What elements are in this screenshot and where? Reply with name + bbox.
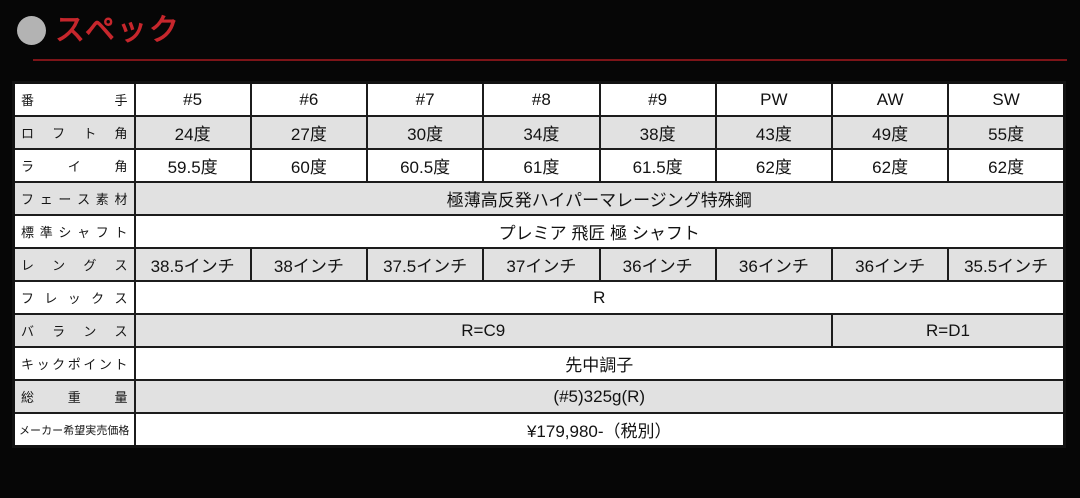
spec-cell: 61度 — [482, 148, 601, 183]
spec-cell: 37.5インチ — [365, 247, 485, 282]
spec-cell: PW — [714, 81, 834, 117]
spec-cell: 36インチ — [714, 247, 834, 282]
spec-row-total-weight: 総重量 (#5)325g(R) — [12, 379, 1066, 414]
spec-row-club-number: 番手 #5 #6 #7 #8 #9 PW AW SW — [12, 81, 1066, 117]
spec-cell: 49度 — [830, 115, 950, 150]
spec-cell: 38.5インチ — [133, 247, 252, 282]
spec-row-retail-price: メーカー希望実売価格 ¥179,980-（税別） — [12, 412, 1066, 448]
row-label-face-material: フェース素材 — [12, 181, 136, 216]
bullet-circle-icon — [17, 15, 46, 45]
section-header: スペック — [0, 0, 1080, 46]
spec-row-standard-shaft: 標準シャフト プレミア 飛匠 極 シャフト — [12, 214, 1066, 249]
row-label-flex: フレックス — [12, 280, 136, 315]
spec-row-face-material: フェース素材 極薄高反発ハイパーマレージング特殊鋼 — [12, 181, 1066, 216]
spec-cell: 36インチ — [598, 247, 717, 282]
header-divider — [33, 59, 1067, 61]
spec-cell-face-material: 極薄高反発ハイパーマレージング特殊鋼 — [133, 181, 1066, 216]
spec-row-kick-point: キックポイント 先中調子 — [12, 346, 1066, 381]
spec-cell: 60.5度 — [365, 148, 485, 183]
row-label-loft-angle: ロフト角 — [12, 115, 136, 150]
spec-cell-balance-main: R=C9 — [133, 313, 833, 348]
spec-cell: 38インチ — [249, 247, 369, 282]
spec-table: 番手 #5 #6 #7 #8 #9 PW AW SW ロフト角 24度 27度 … — [12, 81, 1066, 448]
spec-cell-balance-aw-sw: R=D1 — [831, 313, 1066, 348]
spec-cell: 62度 — [714, 148, 834, 183]
row-label-retail-price: メーカー希望実売価格 — [12, 412, 136, 448]
spec-cell: #8 — [482, 81, 601, 117]
spec-cell: #5 — [133, 81, 252, 117]
row-label-lie-angle: ライ角 — [12, 148, 136, 183]
spec-cell: 27度 — [249, 115, 369, 150]
spec-cell: 36インチ — [830, 247, 950, 282]
spec-cell: 24度 — [133, 115, 252, 150]
spec-cell: 34度 — [482, 115, 601, 150]
spec-cell-standard-shaft: プレミア 飛匠 極 シャフト — [133, 214, 1066, 249]
spec-row-loft-angle: ロフト角 24度 27度 30度 34度 38度 43度 49度 55度 — [12, 115, 1066, 150]
spec-cell: #7 — [365, 81, 485, 117]
spec-cell: #9 — [598, 81, 717, 117]
spec-cell: 35.5インチ — [947, 247, 1066, 282]
spec-row-length: レングス 38.5インチ 38インチ 37.5インチ 37インチ 36インチ 3… — [12, 247, 1066, 282]
spec-row-balance: バランス R=C9 R=D1 — [12, 313, 1066, 348]
spec-cell: 59.5度 — [133, 148, 252, 183]
spec-cell: 30度 — [365, 115, 485, 150]
row-label-balance: バランス — [12, 313, 136, 348]
row-label-standard-shaft: 標準シャフト — [12, 214, 136, 249]
spec-cell-retail-price: ¥179,980-（税別） — [133, 412, 1066, 448]
page-title: スペック — [55, 14, 181, 47]
row-label-total-weight: 総重量 — [12, 379, 136, 414]
spec-cell: 61.5度 — [598, 148, 717, 183]
spec-cell: 60度 — [249, 148, 369, 183]
spec-cell-flex: R — [133, 280, 1066, 315]
spec-cell: SW — [947, 81, 1066, 117]
spec-cell-total-weight: (#5)325g(R) — [133, 379, 1066, 414]
spec-cell: AW — [830, 81, 950, 117]
row-label-length: レングス — [12, 247, 136, 282]
row-label-club-number: 番手 — [12, 81, 136, 117]
spec-cell: 37インチ — [482, 247, 601, 282]
spec-cell: 55度 — [947, 115, 1066, 150]
spec-cell: 38度 — [598, 115, 717, 150]
spec-cell: 62度 — [830, 148, 950, 183]
spec-row-flex: フレックス R — [12, 280, 1066, 315]
spec-cell-kick-point: 先中調子 — [133, 346, 1066, 381]
spec-row-lie-angle: ライ角 59.5度 60度 60.5度 61度 61.5度 62度 62度 62… — [12, 148, 1066, 183]
spec-cell: 43度 — [714, 115, 834, 150]
spec-cell: #6 — [249, 81, 369, 117]
spec-cell: 62度 — [947, 148, 1066, 183]
row-label-kick-point: キックポイント — [12, 346, 136, 381]
